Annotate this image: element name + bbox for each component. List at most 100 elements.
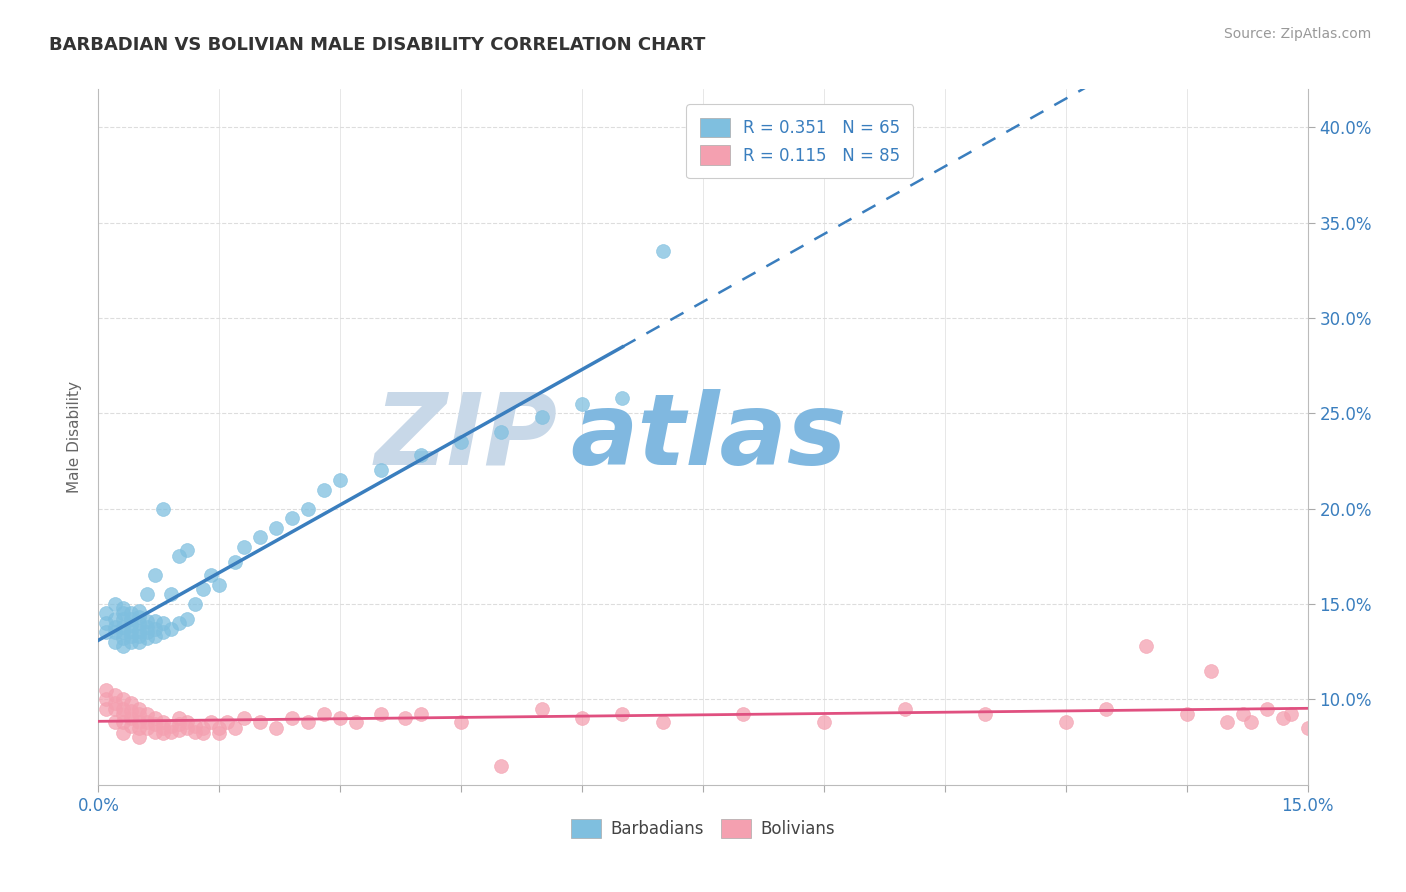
Point: [264, 521, 287, 535]
Point: [1175, 707, 1198, 722]
Point: [249, 530, 271, 544]
Point: [111, 639, 134, 653]
Text: ZIP: ZIP: [375, 389, 558, 485]
Point: [120, 617, 142, 632]
Point: [128, 731, 150, 745]
Point: [612, 391, 634, 405]
Point: [103, 625, 125, 640]
Point: [103, 635, 125, 649]
Point: [120, 612, 142, 626]
Point: [135, 707, 157, 722]
Point: [1296, 721, 1319, 735]
Point: [491, 759, 513, 773]
Point: [370, 463, 392, 477]
Point: [974, 707, 997, 722]
Point: [96, 615, 118, 630]
Point: [160, 587, 183, 601]
Point: [152, 721, 174, 735]
Point: [224, 721, 246, 735]
Point: [120, 719, 142, 733]
Point: [167, 717, 190, 731]
Point: [135, 714, 157, 729]
Point: [152, 714, 174, 729]
Point: [128, 635, 150, 649]
Point: [491, 425, 513, 440]
Point: [733, 707, 755, 722]
Point: [1232, 707, 1254, 722]
Point: [176, 612, 198, 626]
Point: [1256, 702, 1278, 716]
Point: [1281, 707, 1303, 722]
Point: [344, 714, 367, 729]
Point: [111, 726, 134, 740]
Point: [160, 724, 183, 739]
Point: [224, 555, 246, 569]
Point: [208, 726, 231, 740]
Point: [160, 622, 183, 636]
Point: [450, 434, 472, 449]
Point: [184, 719, 207, 733]
Point: [167, 615, 190, 630]
Point: [152, 625, 174, 640]
Point: [143, 568, 166, 582]
Point: [103, 689, 125, 703]
Point: [530, 410, 553, 425]
Point: [208, 721, 231, 735]
Point: [152, 501, 174, 516]
Point: [208, 578, 231, 592]
Point: [111, 625, 134, 640]
Point: [111, 714, 134, 729]
Point: [120, 635, 142, 649]
Point: [571, 711, 593, 725]
Point: [167, 723, 190, 737]
Point: [297, 501, 319, 516]
Point: [394, 711, 416, 725]
Point: [143, 622, 166, 636]
Point: [184, 597, 207, 611]
Point: [111, 707, 134, 722]
Point: [96, 625, 118, 640]
Point: [111, 620, 134, 634]
Point: [103, 620, 125, 634]
Point: [111, 607, 134, 621]
Point: [1216, 714, 1239, 729]
Point: [128, 624, 150, 638]
Point: [200, 714, 222, 729]
Point: [120, 629, 142, 643]
Point: [120, 696, 142, 710]
Point: [143, 629, 166, 643]
Point: [96, 682, 118, 697]
Point: [128, 615, 150, 630]
Point: [409, 707, 432, 722]
Point: [217, 714, 239, 729]
Point: [651, 714, 673, 729]
Point: [571, 397, 593, 411]
Point: [893, 702, 915, 716]
Point: [193, 721, 215, 735]
Point: [232, 711, 254, 725]
Point: [249, 714, 271, 729]
Point: [232, 540, 254, 554]
Point: [96, 692, 118, 706]
Y-axis label: Male Disability: Male Disability: [67, 381, 83, 493]
Point: [1337, 714, 1360, 729]
Point: [193, 582, 215, 596]
Point: [128, 702, 150, 716]
Point: [1353, 707, 1375, 722]
Point: [128, 707, 150, 722]
Point: [152, 615, 174, 630]
Point: [143, 724, 166, 739]
Point: [111, 702, 134, 716]
Point: [111, 600, 134, 615]
Point: [135, 614, 157, 628]
Point: [651, 244, 673, 259]
Point: [128, 721, 150, 735]
Point: [128, 629, 150, 643]
Point: [143, 711, 166, 725]
Point: [111, 692, 134, 706]
Point: [135, 625, 157, 640]
Point: [314, 483, 336, 497]
Point: [167, 549, 190, 564]
Point: [128, 605, 150, 619]
Point: [1329, 702, 1351, 716]
